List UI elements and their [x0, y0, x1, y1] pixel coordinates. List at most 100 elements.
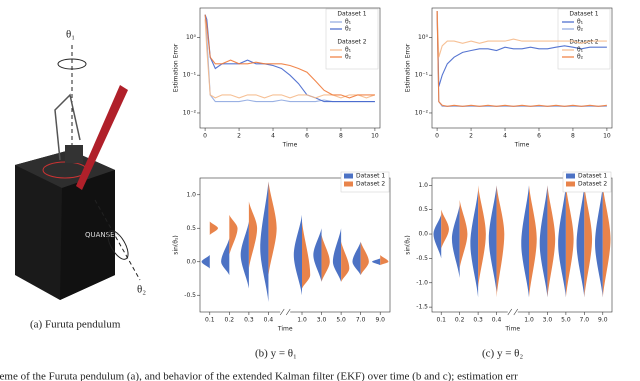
- y-axis-label: sin(θ₁): [173, 235, 180, 254]
- legend-group-title: Dataset 2: [337, 39, 366, 46]
- line-series: [204, 14, 375, 103]
- y-axis-label: Estimation Error: [173, 43, 180, 92]
- y-tick-label: 0.0: [186, 258, 196, 265]
- legend-label: θ₂: [577, 54, 584, 61]
- violin-half: [293, 214, 302, 296]
- x-tick-label: 0: [435, 133, 439, 140]
- x-tick-label: 3.0: [543, 317, 553, 324]
- x-tick-label: 7.0: [356, 317, 366, 324]
- violin-half: [547, 185, 556, 298]
- plot-frame: [199, 7, 381, 129]
- y-tick-label: 10⁻²: [415, 109, 429, 116]
- axis-break-mark: [285, 308, 291, 316]
- legend-box: [325, 8, 379, 70]
- y-tick-label: 0.5: [186, 225, 196, 232]
- x-tick-label: 5.0: [561, 317, 571, 324]
- y-tick-label: 0.0: [418, 231, 428, 238]
- figure-caption: heme of the Furuta pendulum (a), and beh…: [0, 371, 518, 381]
- plot-frame: [199, 177, 391, 313]
- legend-swatch: [344, 181, 353, 187]
- violin-half: [529, 185, 537, 298]
- legend-label: θ₂: [577, 26, 584, 33]
- line-series: [204, 19, 376, 99]
- y-tick-label: 10⁻²: [183, 109, 197, 116]
- x-tick-label: 3.0: [317, 317, 327, 324]
- x-tick-label: 2: [469, 133, 473, 140]
- plot-frame: [431, 177, 613, 313]
- x-tick-label: 0.2: [225, 317, 235, 324]
- x-tick-label: 0: [203, 133, 207, 140]
- violin-half: [470, 190, 479, 298]
- x-tick-label: 4: [271, 133, 275, 140]
- legend-label: Dataset 2: [356, 181, 385, 188]
- svg-text:QUANSER: QUANSER: [85, 231, 120, 239]
- y-tick-label: -0.5: [416, 255, 428, 262]
- y-tick-label: 10⁰: [186, 34, 197, 41]
- violin-half: [539, 185, 548, 298]
- y-axis-label: Estimation Error: [405, 43, 412, 92]
- legend-label: θ₂: [345, 54, 352, 61]
- axis-break: [280, 310, 291, 314]
- legend-label: θ₁: [345, 47, 352, 54]
- legend-label: Dataset 2: [578, 181, 607, 188]
- axis-break-mark: [513, 308, 519, 316]
- y-tick-label: 1.0: [186, 191, 196, 198]
- x-tick-label: 9.0: [375, 317, 385, 324]
- y-tick-label: -1.0: [416, 279, 428, 286]
- x-tick-label: 10: [603, 133, 611, 140]
- violin-half: [595, 185, 603, 298]
- violin-half: [201, 255, 210, 269]
- plot-frame: [431, 7, 613, 129]
- x-tick-label: 0.4: [264, 317, 274, 324]
- y-tick-label: 10⁻¹: [415, 72, 429, 79]
- x-tick-label: 0.4: [492, 317, 502, 324]
- violin-half: [268, 181, 277, 276]
- violin-half: [602, 185, 611, 298]
- x-tick-label: 8: [339, 133, 343, 140]
- violin-half: [565, 185, 574, 298]
- violin-half: [488, 185, 497, 293]
- x-tick-label: 4: [503, 133, 507, 140]
- line-series: [436, 10, 607, 58]
- legend-group-title: Dataset 1: [337, 11, 366, 18]
- y-tick-label: 10⁻¹: [183, 72, 197, 79]
- x-axis-label: Time: [504, 326, 520, 333]
- legend-group-title: Dataset 2: [569, 39, 598, 46]
- violin-half: [352, 241, 361, 276]
- legend-swatch: [344, 173, 353, 179]
- violin-half: [260, 181, 269, 302]
- x-tick-label: 0.1: [436, 317, 446, 324]
- x-tick-label: 6: [305, 133, 309, 140]
- violin-half: [380, 255, 389, 266]
- legend-label: θ₂: [345, 26, 352, 33]
- y-tick-label: -1.5: [416, 304, 428, 311]
- caption-a: (a) Furuta pendulum: [30, 319, 121, 331]
- y-tick-label: 10⁰: [418, 34, 429, 41]
- theta2-label: θ₂: [137, 284, 146, 296]
- violin-half: [209, 221, 218, 235]
- violin-half: [372, 258, 381, 266]
- x-tick-label: 7.0: [580, 317, 590, 324]
- x-tick-label: 2: [237, 133, 241, 140]
- axis-break-mark: [507, 308, 513, 316]
- x-tick-label: 6: [537, 133, 541, 140]
- violin-half: [478, 185, 486, 288]
- violin-half: [302, 221, 311, 289]
- violin-half: [321, 234, 330, 282]
- x-tick-label: 8: [571, 133, 575, 140]
- legend-label: Dataset 1: [356, 173, 385, 180]
- axis-break: [507, 310, 518, 314]
- line-series: [436, 10, 607, 87]
- legend-box: [557, 8, 611, 70]
- y-axis-label: sin(θ₂): [405, 235, 412, 254]
- violin-half: [248, 201, 258, 269]
- violin-half: [360, 241, 369, 276]
- legend-group-title: Dataset 1: [569, 11, 598, 18]
- x-tick-label: 0.1: [205, 317, 215, 324]
- y-tick-label: 0.5: [418, 206, 428, 213]
- y-tick-label: 1.0: [418, 182, 428, 189]
- line-series: [204, 14, 375, 99]
- y-tick-label: -0.5: [184, 292, 196, 299]
- violin-half: [558, 185, 566, 298]
